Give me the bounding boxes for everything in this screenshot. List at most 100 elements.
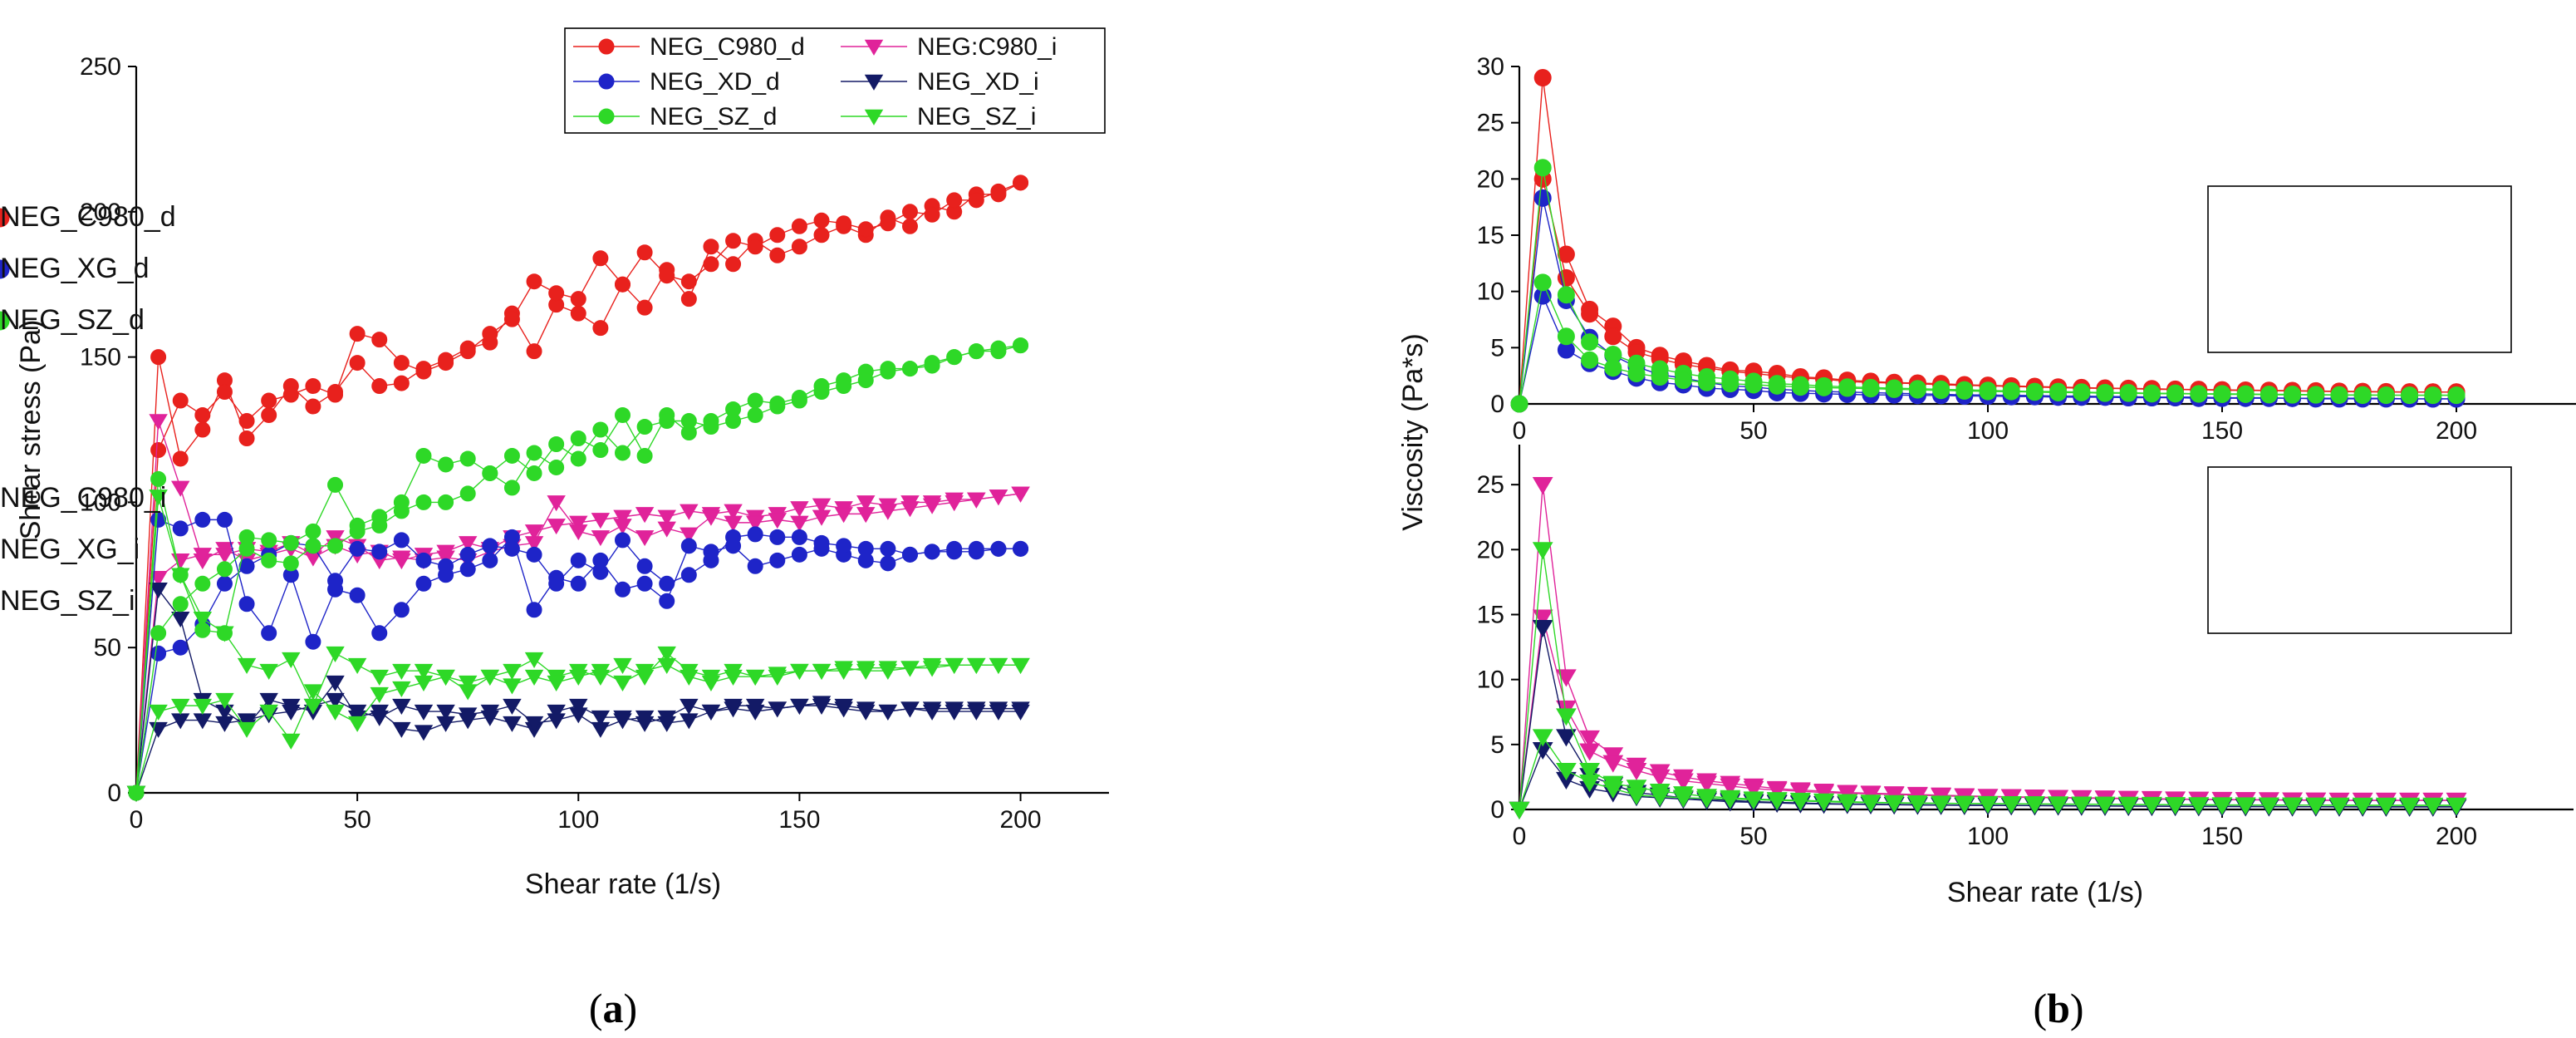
x-tick-label: 100 [1967, 417, 2009, 445]
data-point [703, 239, 719, 255]
data-point [900, 701, 920, 718]
data-point [1579, 743, 1600, 761]
data-point [900, 501, 920, 518]
y-tick-label: 5 [1490, 731, 1504, 759]
data-point [2307, 386, 2325, 404]
data-point [901, 361, 918, 377]
data-point [569, 698, 588, 715]
legend-entry: NEG_XD_i [841, 68, 1039, 96]
data-point [1931, 795, 1951, 814]
data-point [238, 413, 255, 430]
series-neg-c980-i-return- [126, 486, 1030, 802]
legend-marker [0, 259, 10, 279]
data-point [171, 480, 190, 497]
data-point [615, 276, 631, 293]
data-point [2260, 386, 2278, 404]
x-tick-label: 100 [1967, 823, 2009, 850]
data-point [900, 661, 920, 677]
x-tick-label: 100 [557, 806, 599, 834]
data-point [172, 450, 189, 467]
y-tick-label: 25 [1477, 471, 1504, 499]
data-point [813, 384, 830, 401]
data-point [1720, 778, 1741, 796]
data-point [261, 407, 277, 424]
data-point [1604, 359, 1622, 377]
legend-entry: NEG_C980_i [0, 482, 166, 514]
series-neg-xd-d-return- [128, 526, 1029, 801]
data-point [747, 392, 763, 409]
data-point [856, 663, 876, 680]
chart-b-bottom-legend-box [2207, 466, 2512, 634]
data-point [524, 652, 544, 669]
data-point [1885, 380, 1903, 398]
data-point [945, 704, 964, 721]
chart-a-shear-stress: 0 50 100 150 200 0 50 100 150 200 250 Shear rate (… [15, 27, 1109, 900]
data-point [1790, 783, 1811, 802]
legend-entry: NEG_XG_i [0, 534, 140, 565]
data-point [305, 398, 321, 415]
legend-marker [0, 311, 10, 331]
data-point [570, 450, 586, 467]
data-point [1533, 69, 1552, 87]
data-point [282, 733, 301, 750]
data-point [215, 626, 234, 642]
data-point [216, 384, 233, 401]
data-point [524, 524, 544, 541]
data-point [327, 573, 344, 589]
data-point [945, 657, 964, 674]
data-point [172, 596, 189, 612]
data-point [1581, 351, 1599, 369]
data-point [1581, 305, 1599, 323]
data-point [1721, 375, 1739, 393]
data-point [790, 663, 809, 680]
data-point [370, 686, 389, 703]
data-point [2142, 385, 2161, 403]
y-tick-label: 25 [1477, 110, 1504, 137]
series-line [135, 421, 1021, 794]
data-point [836, 215, 852, 232]
data-point [570, 552, 586, 568]
data-point [570, 575, 586, 592]
y-tick-label: 150 [80, 344, 121, 371]
data-point [1626, 787, 1647, 805]
data-point [438, 355, 454, 371]
y-tick-label: 0 [1490, 391, 1504, 418]
data-point [946, 540, 963, 557]
y-tick-label: 100 [80, 489, 121, 516]
data-point [349, 355, 366, 371]
data-point [326, 704, 345, 721]
legend-entry: NEG_C980_d [0, 201, 176, 233]
data-point [480, 704, 500, 721]
legend-entry: NEG_SZ_d [0, 304, 145, 336]
data-point [1013, 175, 1029, 191]
data-point [503, 663, 522, 680]
data-point [1510, 395, 1528, 413]
data-point [680, 538, 697, 554]
data-point [547, 704, 566, 721]
data-point [1579, 775, 1600, 793]
data-point [592, 421, 609, 438]
data-point [659, 268, 675, 284]
chart-b-x-axis-title: Shear rate (1/s) [1947, 877, 2143, 908]
data-point [2376, 797, 2397, 815]
data-point [945, 495, 964, 512]
data-point [238, 596, 255, 612]
data-point [1883, 795, 1905, 814]
legend-entry: NEG:C980_i [841, 33, 1057, 61]
data-point [150, 511, 167, 528]
legend-entry: NEG_XG_d [0, 253, 150, 284]
legend-entry: NEG_C980_d [573, 33, 805, 61]
data-point [2235, 797, 2256, 815]
data-point [791, 392, 807, 409]
chart-a-ticks: 0 50 100 150 200 0 50 100 150 200 250 [80, 53, 1042, 834]
data-point [2213, 385, 2231, 403]
data-point [613, 519, 632, 535]
data-point [724, 504, 743, 520]
chart-a-legend: NEG_C980_d NEG:C980_i NEG_XD_d NEG_XD_i NEG_… [564, 27, 1106, 134]
data-point [347, 657, 367, 674]
data-point [194, 575, 211, 592]
data-point [261, 392, 277, 409]
data-point [150, 349, 167, 366]
legend-marker [598, 38, 615, 55]
